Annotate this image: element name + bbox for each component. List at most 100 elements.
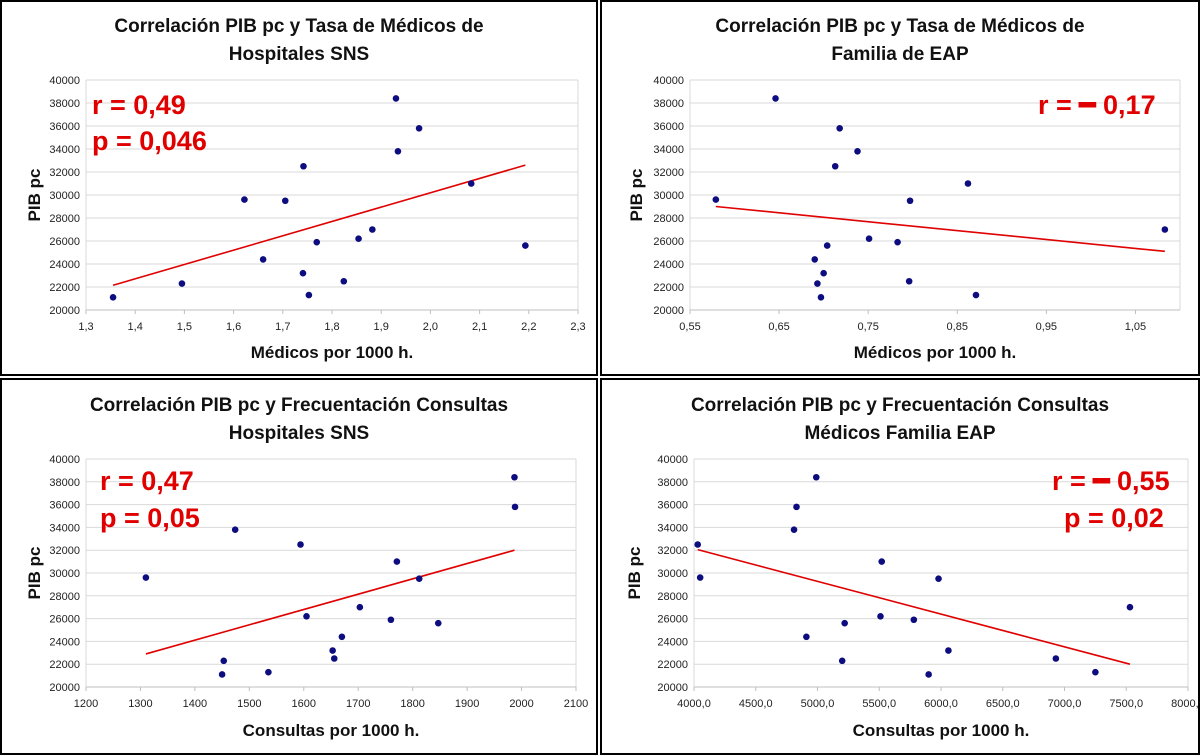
x-tick-label: 1400 xyxy=(183,698,207,710)
data-point xyxy=(434,619,442,627)
y-tick-label: 22000 xyxy=(49,659,80,671)
data-point xyxy=(340,277,348,285)
trend-line xyxy=(697,548,1131,665)
chart-medicos-hospitales: Correlación PIB pc y Tasa de Médicos de H… xyxy=(25,16,586,362)
chart-title: Correlación PIB pc y Tasa de Médicos de xyxy=(114,16,483,37)
y-tick-label: 40000 xyxy=(49,75,80,87)
x-tick-label: 8000,0 xyxy=(1171,698,1198,710)
data-point xyxy=(820,269,827,277)
data-point xyxy=(355,235,362,242)
y-tick-label: 38000 xyxy=(657,477,688,489)
y-tick-label: 30000 xyxy=(49,190,80,202)
data-point xyxy=(511,503,519,511)
y-tick-label: 36000 xyxy=(657,500,688,512)
x-tick-label: 0,65 xyxy=(768,321,789,333)
y-tick-label: 28000 xyxy=(49,591,80,603)
x-tick-label: 4500,0 xyxy=(739,698,773,710)
data-point xyxy=(1161,226,1169,233)
trend-line xyxy=(715,205,1165,253)
data-point xyxy=(823,242,831,249)
y-tick-label: 24000 xyxy=(49,636,80,648)
x-tick-label: 1200 xyxy=(74,698,98,710)
data-point xyxy=(392,95,400,102)
y-tick-label: 22000 xyxy=(49,282,80,294)
data-point xyxy=(303,613,310,620)
x-tick-label: 1,8 xyxy=(324,321,339,333)
trend-line xyxy=(145,549,515,655)
stat-annotation: r = ━ 0,55 xyxy=(1052,466,1170,496)
data-point xyxy=(313,238,321,246)
y-tick-label: 36000 xyxy=(49,121,80,133)
y-axis-label: PIB pc xyxy=(625,547,644,600)
data-point xyxy=(142,574,150,581)
chart-title: Correlación PIB pc y Tasa de Médicos de xyxy=(715,16,1084,37)
x-tick-label: 7000,0 xyxy=(1048,698,1082,710)
y-axis-label: PIB pc xyxy=(627,169,646,222)
y-tick-label: 26000 xyxy=(657,614,688,626)
data-point xyxy=(694,541,702,548)
data-point xyxy=(817,294,825,301)
y-tick-label: 38000 xyxy=(49,477,80,489)
y-tick-label: 22000 xyxy=(653,282,684,294)
data-point xyxy=(838,657,846,665)
x-tick-label: 1600 xyxy=(292,698,316,710)
data-point xyxy=(910,616,918,624)
x-axis-label: Médicos por 1000 h. xyxy=(251,343,414,362)
y-tick-label: 32000 xyxy=(653,167,684,179)
data-point xyxy=(790,526,798,533)
data-point xyxy=(1126,603,1134,611)
chart-consultas-familia: Correlación PIB pc y Frecuentación Consu… xyxy=(625,395,1198,740)
data-point xyxy=(812,473,820,481)
y-tick-label: 24000 xyxy=(657,636,688,648)
data-point xyxy=(305,291,313,299)
x-tick-label: 1,3 xyxy=(78,321,93,333)
x-tick-label: 2,0 xyxy=(423,321,438,333)
x-tick-label: 1,4 xyxy=(128,321,143,333)
y-tick-label: 36000 xyxy=(653,121,684,133)
y-tick-label: 38000 xyxy=(49,98,80,110)
data-point xyxy=(394,148,402,155)
x-tick-label: 1,7 xyxy=(275,321,290,333)
chart-title: Correlación PIB pc y Frecuentación Consu… xyxy=(90,395,508,416)
y-tick-label: 32000 xyxy=(49,167,80,179)
x-tick-label: 0,55 xyxy=(679,321,700,333)
data-point xyxy=(329,647,336,654)
y-tick-label: 26000 xyxy=(49,614,80,626)
x-tick-label: 2100 xyxy=(564,698,588,710)
data-point xyxy=(522,242,529,249)
data-point xyxy=(964,180,972,187)
data-point xyxy=(300,162,307,170)
data-point xyxy=(415,125,423,132)
y-tick-label: 26000 xyxy=(49,236,80,248)
y-tick-label: 24000 xyxy=(653,259,684,271)
data-point xyxy=(393,558,401,565)
stat-annotation: p = 0,02 xyxy=(1064,503,1164,533)
y-tick-label: 22000 xyxy=(657,659,688,671)
data-point xyxy=(906,197,914,205)
data-point xyxy=(894,238,901,246)
y-axis-label: PIB pc xyxy=(25,547,44,600)
stat-annotation: r = 0,47 xyxy=(100,466,194,496)
y-tick-label: 38000 xyxy=(653,98,684,110)
y-tick-label: 32000 xyxy=(657,545,688,557)
y-tick-label: 36000 xyxy=(49,500,80,512)
chart-panel-1: Correlación PIB pc y Tasa de Médicos de H… xyxy=(0,0,598,376)
x-tick-label: 1,5 xyxy=(177,321,192,333)
data-point xyxy=(265,668,272,676)
y-tick-label: 30000 xyxy=(653,190,684,202)
stat-annotation: r = 0,49 xyxy=(92,90,186,120)
data-point xyxy=(338,633,346,641)
data-point xyxy=(836,125,843,132)
data-point xyxy=(696,574,704,581)
chart-panel-3: Correlación PIB pc y Frecuentación Consu… xyxy=(0,378,598,755)
y-tick-label: 34000 xyxy=(49,144,80,156)
data-point xyxy=(712,196,720,203)
x-tick-label: 5000,0 xyxy=(801,698,835,710)
data-point xyxy=(865,235,873,242)
stat-annotation: p = 0,046 xyxy=(92,126,207,156)
y-tick-label: 20000 xyxy=(49,305,80,317)
x-tick-label: 7500,0 xyxy=(1109,698,1143,710)
x-tick-label: 1,6 xyxy=(226,321,241,333)
data-point xyxy=(387,616,395,624)
